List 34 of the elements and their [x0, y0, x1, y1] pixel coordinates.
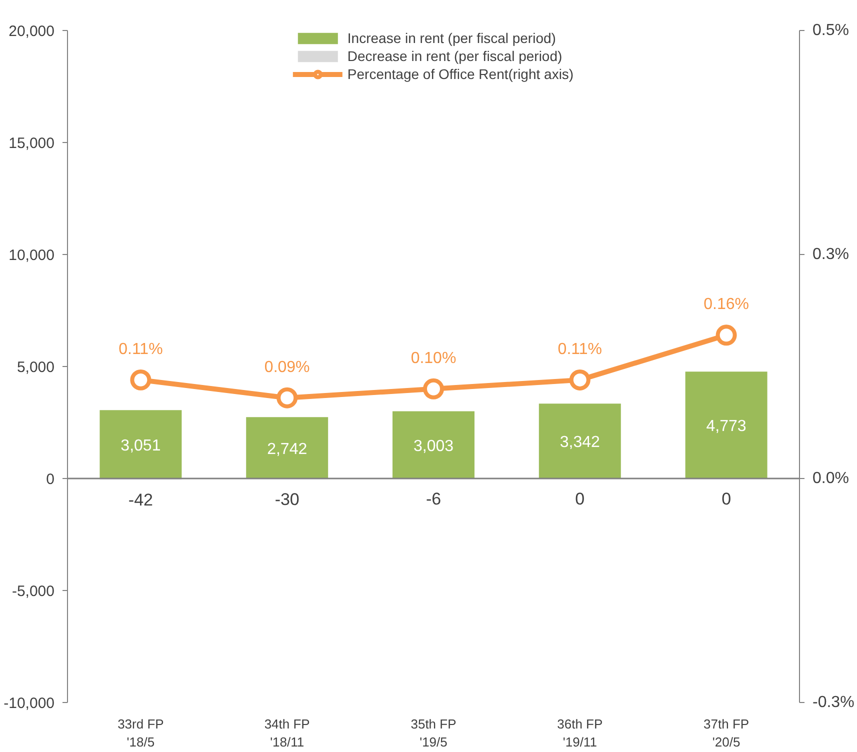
y2-tick-label: 0.0%: [812, 470, 849, 487]
legend-label: Percentage of Office Rent(right axis): [347, 66, 574, 82]
y-tick-label: -5,000: [12, 583, 55, 600]
data-label: 0.09%: [264, 358, 310, 376]
data-label: 0.11%: [118, 340, 163, 358]
data-label: 2,742: [267, 440, 308, 458]
x-tick-label: 35th FP '19/5: [410, 716, 456, 750]
data-label: -6: [426, 490, 442, 509]
x-tick-label: 37th FP '20/5: [704, 716, 750, 750]
data-label: 4,773: [706, 418, 746, 436]
x-tick-label: 36th FP '19/11: [557, 716, 603, 750]
y-tick-label: 20,000: [8, 23, 55, 40]
y-tick-label: -10,000: [4, 695, 54, 712]
legend-label: Increase in rent (per fiscal period): [347, 30, 556, 46]
data-label: 3,003: [413, 438, 454, 455]
data-label: 3,342: [560, 434, 600, 452]
data-label: -30: [274, 490, 300, 510]
y2-tick-label: 0.3%: [812, 246, 849, 263]
data-label: 0.16%: [704, 296, 749, 314]
y-tick-label: 5,000: [16, 359, 55, 376]
x-tick-label: 34th FP '18/11: [264, 716, 310, 750]
y-tick-label: 15,000: [8, 135, 55, 152]
y2-tick-label: 0.5%: [812, 22, 849, 39]
data-label: 0.10%: [410, 350, 456, 367]
data-label: 0: [575, 490, 585, 508]
legend-label: Decrease in rent (per fiscal period): [347, 48, 562, 64]
data-label: 0: [722, 490, 732, 508]
y2-tick-label: -0.3%: [812, 694, 854, 711]
y-tick-label: 0: [46, 471, 54, 488]
data-label: 3,051: [120, 437, 161, 454]
data-label: -42: [128, 490, 153, 510]
x-tick-label: 33rd FP '18/5: [118, 716, 164, 750]
data-label: 0.11%: [558, 340, 602, 358]
y-tick-label: 10,000: [8, 247, 55, 264]
